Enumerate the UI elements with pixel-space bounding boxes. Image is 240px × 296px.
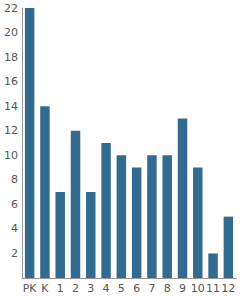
svg-text:6: 6 (133, 282, 140, 295)
svg-text:10: 10 (4, 149, 18, 162)
svg-text:12: 12 (4, 124, 18, 137)
svg-text:20: 20 (4, 26, 18, 39)
svg-text:PK: PK (23, 282, 38, 295)
svg-text:14: 14 (4, 100, 18, 113)
svg-text:16: 16 (4, 75, 18, 88)
svg-text:4: 4 (103, 282, 110, 295)
svg-text:12: 12 (221, 282, 235, 295)
svg-text:8: 8 (11, 173, 18, 186)
svg-text:4: 4 (11, 222, 18, 235)
svg-text:11: 11 (206, 282, 220, 295)
svg-text:1: 1 (57, 282, 64, 295)
svg-text:2: 2 (72, 282, 79, 295)
svg-text:9: 9 (179, 282, 186, 295)
svg-text:18: 18 (4, 51, 18, 64)
svg-text:5: 5 (118, 282, 125, 295)
svg-text:6: 6 (11, 198, 18, 211)
svg-text:3: 3 (87, 282, 94, 295)
svg-text:22: 22 (4, 2, 18, 15)
svg-text:10: 10 (191, 282, 205, 295)
svg-text:2: 2 (11, 247, 18, 260)
svg-text:K: K (41, 282, 49, 295)
svg-text:7: 7 (148, 282, 155, 295)
svg-text:8: 8 (164, 282, 171, 295)
